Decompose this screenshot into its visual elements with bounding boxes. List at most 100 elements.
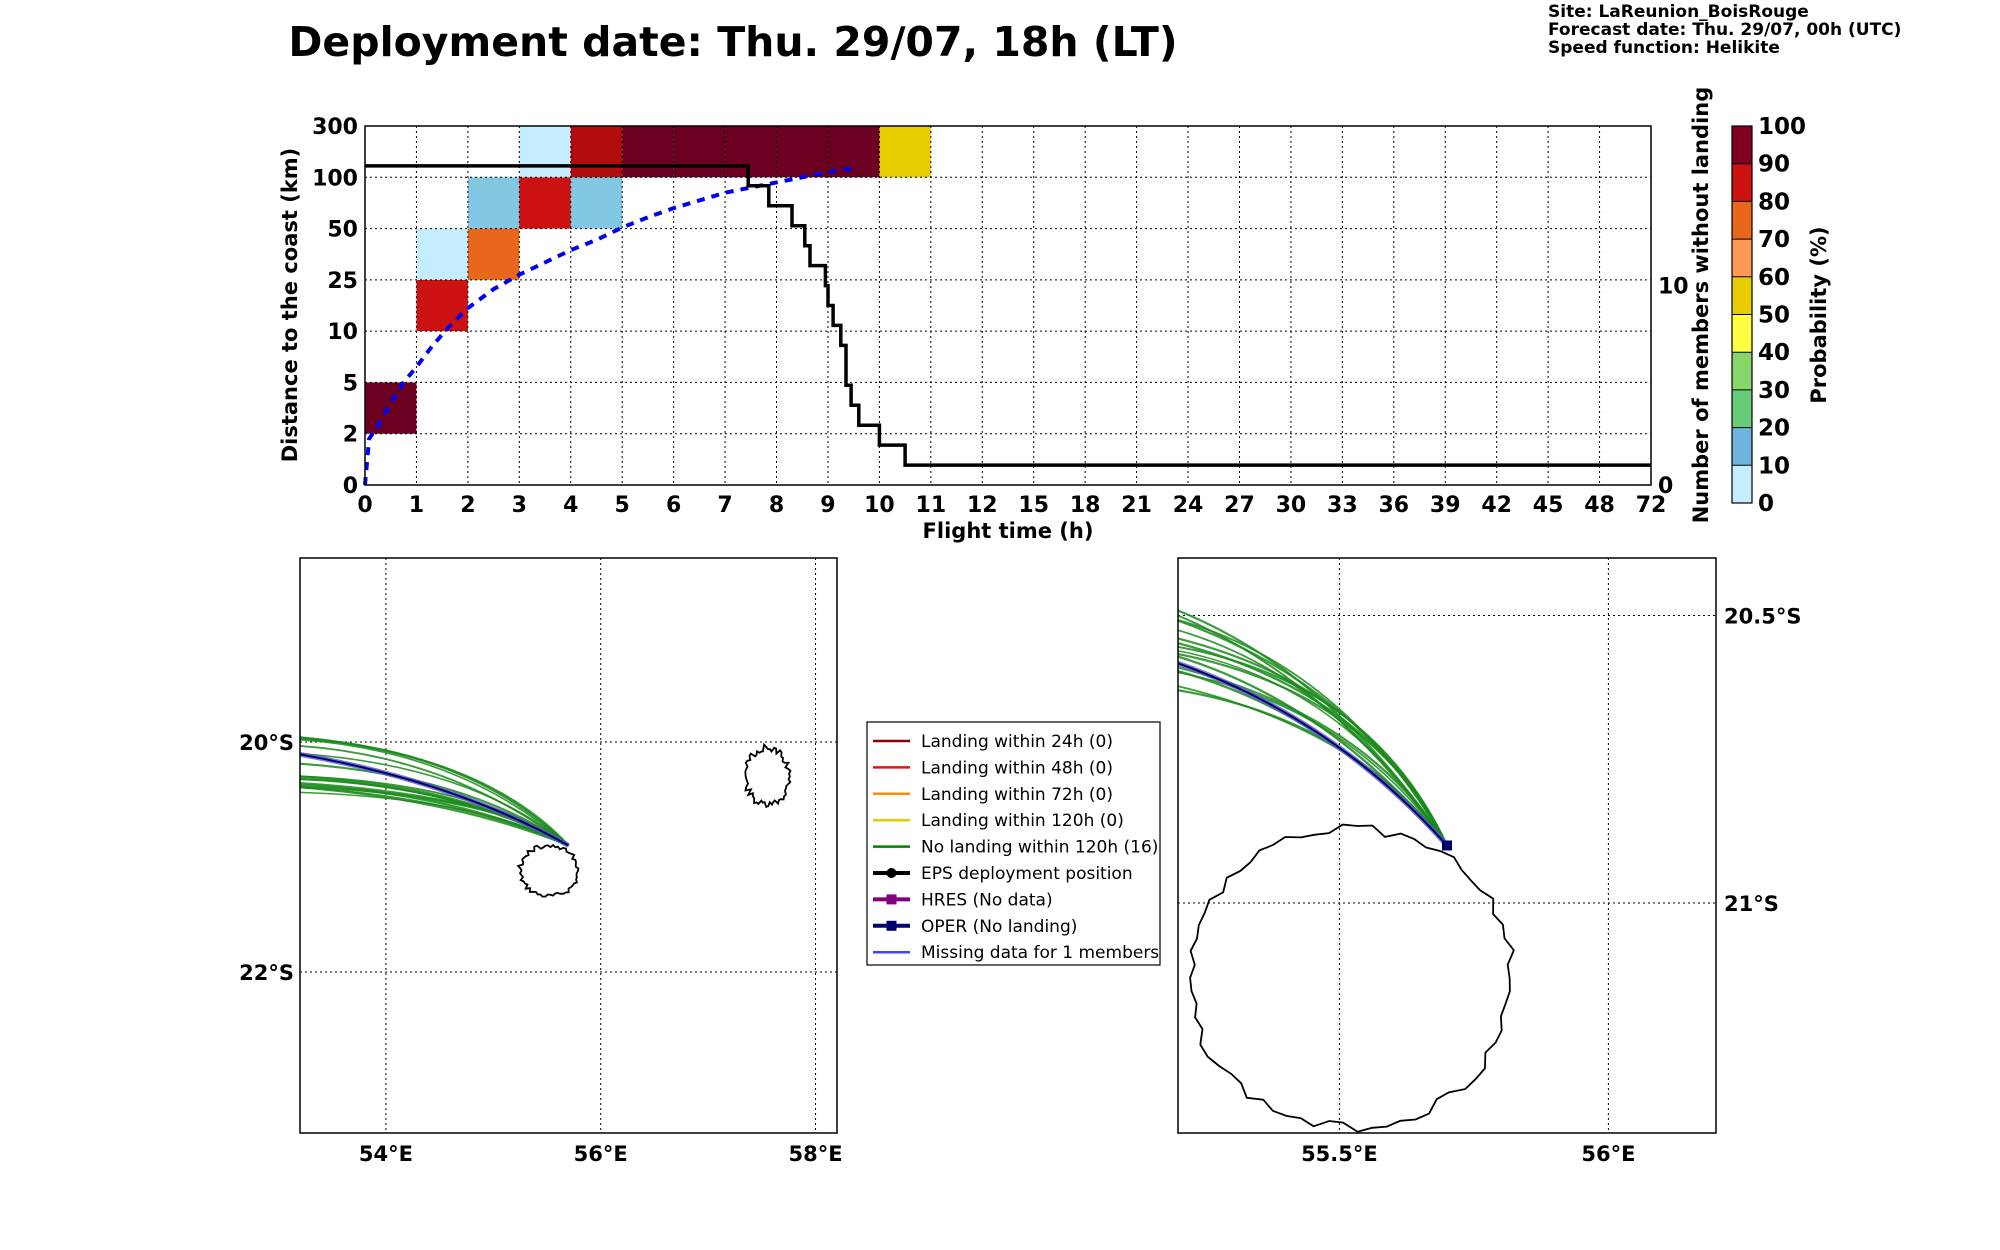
colorbar-segment xyxy=(1732,465,1752,503)
heatmap-cell-10 xyxy=(673,126,726,178)
x-tick-label: 12 xyxy=(967,493,998,518)
member-trajectory xyxy=(1178,619,1448,846)
x-tick-label: 3 xyxy=(512,493,527,518)
heatmap-cell-0 xyxy=(365,382,417,434)
forecast-date-info: Forecast date: Thu. 29/07, 00h (UTC) xyxy=(1548,20,1901,40)
oper-trajectory-core xyxy=(300,753,569,847)
map-frame xyxy=(299,557,838,1134)
heatmap-cell-8 xyxy=(570,126,623,178)
map-lon-label: 56°E xyxy=(1581,1142,1635,1166)
legend-label: Landing within 48h (0) xyxy=(921,758,1113,778)
legend-marker-circle xyxy=(886,868,897,878)
y2-tick-label: 10 xyxy=(1658,275,1689,300)
colorbar-tick-label: 40 xyxy=(1758,340,1790,366)
member-trajectory xyxy=(300,738,570,847)
site-info: Site: LaReunion_BoisRouge xyxy=(1548,2,1809,22)
heatmap-cell-14 xyxy=(879,126,931,178)
y-tick-label: 25 xyxy=(327,269,358,294)
colorbar-label: Probability (%) xyxy=(1807,226,1831,403)
coastlines xyxy=(1189,823,1515,1133)
member-trajectory xyxy=(300,736,570,847)
colorbar-segment xyxy=(1732,126,1752,164)
legend-label: HRES (No data) xyxy=(921,890,1053,910)
x-tick-label: 39 xyxy=(1430,493,1461,518)
colorbar-tick-label: 70 xyxy=(1758,227,1790,253)
heatmap-cell-1 xyxy=(416,279,468,332)
member-trajectory xyxy=(300,745,570,847)
heatmap-cells xyxy=(365,126,931,434)
plot-frame xyxy=(364,125,1652,486)
grid-lines xyxy=(365,126,1651,485)
y-tick-label: 100 xyxy=(312,166,358,191)
mauritius-island-outline xyxy=(744,742,792,809)
map-lon-label: 58°E xyxy=(788,1142,842,1166)
heatmap-cell-6 xyxy=(519,126,571,178)
map-lon-label: 54°E xyxy=(359,1142,413,1166)
legend-label: Missing data for 1 members xyxy=(921,943,1159,963)
y2-tick-labels: 0 10 xyxy=(1658,275,1689,499)
x-tick-label: 11 xyxy=(916,493,947,518)
colorbar-segment xyxy=(1732,389,1752,428)
map-lat-label: 20.5°S xyxy=(1724,605,1801,629)
x-tick-label: 72 xyxy=(1636,493,1667,518)
colorbar-segment xyxy=(1732,427,1752,466)
legend-frame xyxy=(866,721,1161,966)
colorbar-tick-label: 50 xyxy=(1758,303,1790,329)
x-tick-label: 30 xyxy=(1276,493,1307,518)
deployment-marker xyxy=(1442,840,1452,851)
x-tick-label: 7 xyxy=(717,493,732,518)
y-tick-label: 300 xyxy=(312,115,358,140)
x-tick-label: 4 xyxy=(563,493,578,518)
x-tick-label: 18 xyxy=(1070,493,1101,518)
x-tick-label: 48 xyxy=(1584,493,1615,518)
x-tick-label: 42 xyxy=(1481,493,1512,518)
x-tick-label: 8 xyxy=(769,493,784,518)
map-frame xyxy=(1177,557,1717,1134)
y-tick-label: 5 xyxy=(343,371,358,396)
heatmap-cell-13 xyxy=(827,126,880,178)
colorbar-tick-label: 30 xyxy=(1758,378,1790,404)
member-trajectory xyxy=(1178,609,1448,847)
heatmap-cell-2 xyxy=(416,228,468,280)
y-tick-label: 50 xyxy=(327,218,358,243)
y-tick-label: 2 xyxy=(343,423,358,448)
map-tick-labels: 55.5°E 56°E 20.5°S 21°S xyxy=(1301,605,1801,1167)
oper-trajectory-core xyxy=(1178,662,1448,847)
heatmap-cell-11 xyxy=(725,126,777,178)
colorbar-tick-label: 90 xyxy=(1758,152,1790,178)
colorbar-tick-label: 10 xyxy=(1758,453,1790,479)
member-trajectory xyxy=(1178,650,1448,846)
heatmap-cell-5 xyxy=(519,177,571,229)
map-grid xyxy=(300,558,837,1133)
x-tick-labels: 0 1 2 3 4 5 6 7 8 9 10 11 12 15 18 21 24 27 30 33 36 39 42 45 48… xyxy=(357,493,1666,518)
x-tick-label: 45 xyxy=(1533,493,1564,518)
legend-marker-square xyxy=(886,894,897,905)
distance-heatmap-chart: 0 1 2 3 4 5 6 7 8 9 10 11 12 15 18 21 24 27 30 33 36 39 42 45 48… xyxy=(278,87,1713,543)
trajectory-group xyxy=(1178,609,1449,848)
colorbar-tick-labels: 0 10 20 30 40 50 60 70 80 90 100 xyxy=(1732,114,1806,517)
y-tick-label: 10 xyxy=(327,320,358,345)
colorbar-segment xyxy=(1732,239,1752,277)
y-tick-label: 0 xyxy=(343,474,358,499)
colorbar-segment xyxy=(1732,352,1752,390)
heatmap-cell-7 xyxy=(570,177,623,229)
distance-series-line xyxy=(363,166,859,486)
coastlines xyxy=(516,742,792,898)
y2-tick-label: 0 xyxy=(1658,474,1673,499)
x-tick-label: 36 xyxy=(1378,493,1409,518)
heatmap-cell-12 xyxy=(776,126,828,178)
heatmap-cell-3 xyxy=(467,228,520,280)
probability-colorbar: 0 10 20 30 40 50 60 70 80 90 100 Probability (%) xyxy=(1731,114,1831,517)
map-lat-label: 21°S xyxy=(1724,892,1779,916)
legend-label: Landing within 72h (0) xyxy=(921,785,1113,805)
colorbar-segment xyxy=(1732,276,1752,315)
legend-label: Landing within 120h (0) xyxy=(921,811,1124,831)
members-series-line xyxy=(365,164,1651,467)
heatmap-cell-4 xyxy=(467,177,520,229)
map-tick-labels: 54°E 56°E 58°E 20°S 22°S xyxy=(239,731,842,1166)
x-tick-label: 24 xyxy=(1173,493,1204,518)
legend-label: EPS deployment position xyxy=(921,864,1133,884)
reunion-island-outline xyxy=(516,843,580,898)
